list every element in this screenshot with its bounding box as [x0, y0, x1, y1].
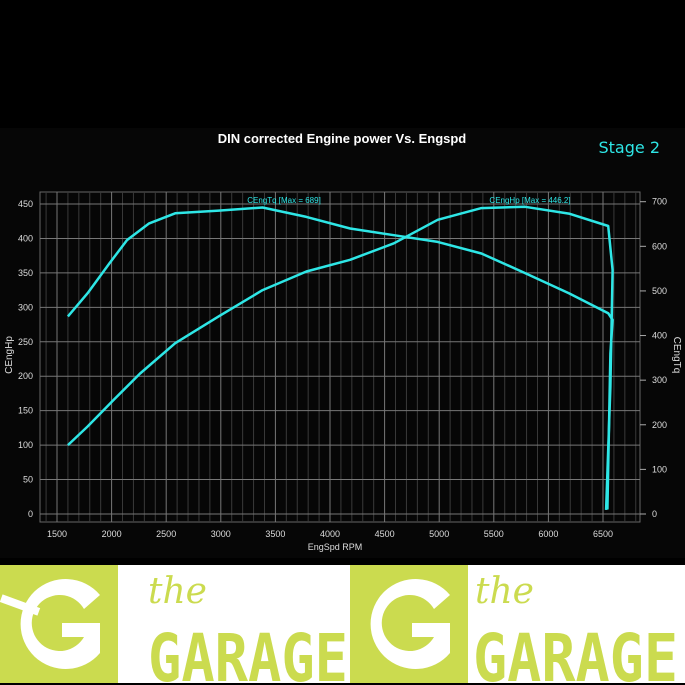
left-tick-label: 350: [18, 268, 33, 278]
axis-ticks: 1500 2000 2500 3000 3500 4000 4500 5000 5500 6000…: [18, 197, 667, 539]
garage-banner: the GARAGE the GARAGE: [0, 565, 685, 683]
left-tick-label: 100: [18, 440, 33, 450]
left-tick-label: 300: [18, 302, 33, 312]
right-tick-label: 600: [652, 241, 667, 251]
power-annotation: CEngHp [Max = 446.2]: [489, 196, 570, 205]
chart-background: [0, 128, 685, 558]
left-tick-label: 200: [18, 371, 33, 381]
right-tick-label: 200: [652, 420, 667, 430]
right-tick-label: 500: [652, 286, 667, 296]
garage-logo: the GARAGE: [0, 565, 348, 683]
left-tick-label: 150: [18, 406, 33, 416]
x-tick-label: 2500: [156, 529, 176, 539]
x-tick-label: 6000: [538, 529, 558, 539]
logo-g-icon: [370, 579, 450, 669]
logo-garage-text: GARAGE: [473, 620, 678, 683]
x-tick-label: 3000: [211, 529, 231, 539]
right-tick-label: 0: [652, 509, 657, 519]
x-tick-label: 2000: [102, 529, 122, 539]
right-tick-label: 100: [652, 464, 667, 474]
x-tick-label: 4500: [375, 529, 395, 539]
dyno-chart: DIN corrected Engine power Vs. Engspd St…: [0, 128, 685, 558]
x-tick-label: 6500: [593, 529, 613, 539]
torque-annotation: CEngTq [Max = 689]: [247, 196, 321, 205]
x-tick-label: 5500: [484, 529, 504, 539]
grid: [39, 191, 641, 523]
logo-garage-text: GARAGE: [148, 620, 348, 683]
logo-g-icon: [20, 579, 100, 669]
series-lines: [66, 205, 614, 510]
logo-the-text: the: [148, 571, 207, 612]
right-tick-label: 400: [652, 331, 667, 341]
right-tick-label: 300: [652, 375, 667, 385]
left-tick-label: 250: [18, 337, 33, 347]
right-axis-label: CEngTq: [671, 337, 682, 374]
x-tick-label: 5000: [429, 529, 449, 539]
stage-badge: Stage 2: [599, 138, 661, 157]
series-line-cengtq: [66, 206, 614, 510]
series-line-cenghp: [67, 205, 614, 510]
x-tick-label: 1500: [47, 529, 67, 539]
left-tick-label: 0: [28, 509, 33, 519]
x-tick-label: 4000: [320, 529, 340, 539]
x-axis-label: EngSpd RPM: [308, 542, 363, 552]
chart-title: DIN corrected Engine power Vs. Engspd: [218, 131, 467, 146]
logo-the-text: the: [475, 571, 534, 612]
left-axis-label: CEngHp: [4, 336, 15, 374]
right-tick-label: 700: [652, 197, 667, 207]
left-tick-label: 450: [18, 199, 33, 209]
left-tick-label: 50: [23, 475, 33, 485]
garage-logo-2: the GARAGE: [350, 565, 678, 683]
left-tick-label: 400: [18, 233, 33, 243]
plot-frame: [39, 191, 641, 523]
x-tick-label: 3500: [265, 529, 285, 539]
